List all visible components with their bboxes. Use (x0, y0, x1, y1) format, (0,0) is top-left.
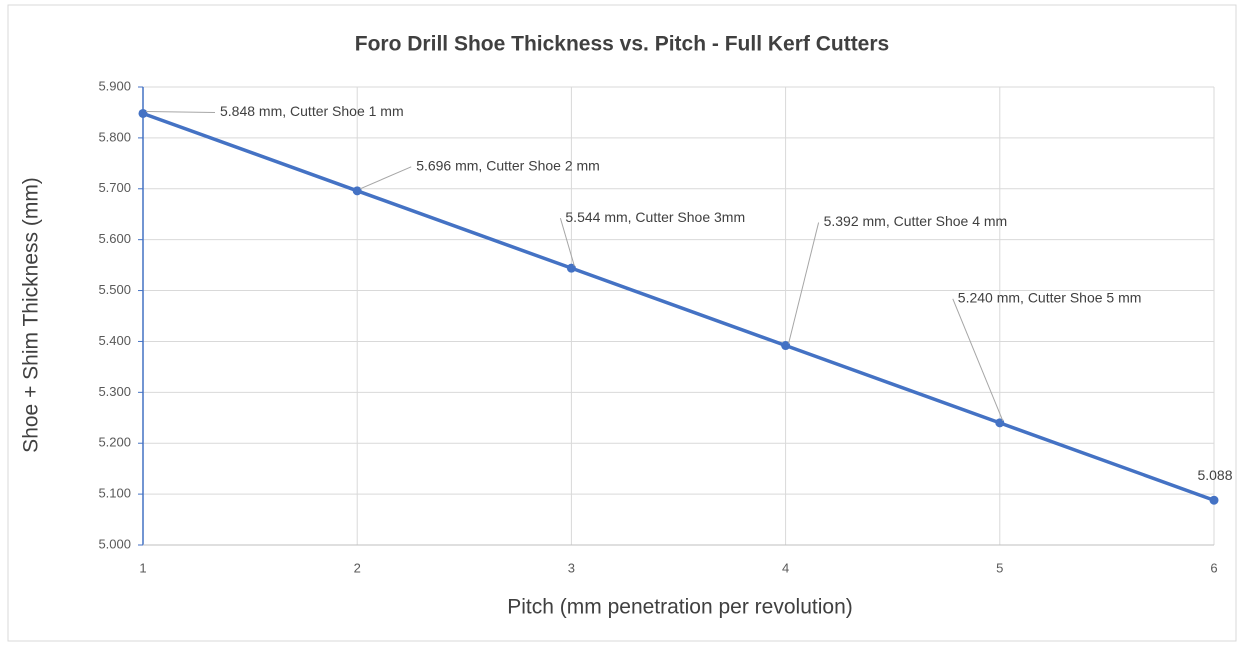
x-tick-label: 3 (568, 560, 575, 575)
marker (138, 108, 148, 118)
x-tick-label: 4 (782, 560, 789, 575)
y-tick-label: 5.300 (98, 384, 131, 399)
y-tick-label: 5.500 (98, 282, 131, 297)
chart-frame (7, 4, 1237, 642)
leader-line (145, 110, 216, 113)
leader-line (788, 222, 820, 344)
marker (566, 263, 576, 273)
leader-line (559, 218, 575, 267)
x-tick-label: 5 (996, 560, 1003, 575)
chart-title: Foro Drill Shoe Thickness vs. Pitch - Fu… (355, 33, 889, 56)
y-tick-label: 5.700 (98, 180, 131, 195)
y-tick-label: 5.900 (98, 78, 131, 93)
x-axis-title: Pitch (mm penetration per revolution) (507, 596, 853, 619)
x-tick-label: 1 (139, 560, 146, 575)
y-tick-label: 5.100 (98, 486, 131, 501)
y-tick-label: 5.200 (98, 435, 131, 450)
y-tick-label: 5.400 (98, 333, 131, 348)
data-label: 5.696 mm, Cutter Shoe 2 mm (416, 158, 600, 174)
data-label: 5.088 (1197, 467, 1232, 483)
data-label: 5.848 mm, Cutter Shoe 1 mm (220, 103, 404, 119)
data-label: 5.240 mm, Cutter Shoe 5 mm (958, 290, 1142, 306)
leader-line (360, 166, 412, 190)
y-axis-title: Shoe + Shim Thickness (mm) (20, 177, 43, 453)
y-tick-label: 5.600 (98, 231, 131, 246)
line (142, 111, 1215, 502)
y-tick-label: 5.000 (98, 536, 131, 551)
marker (995, 418, 1005, 428)
marker (352, 186, 362, 196)
marker (781, 341, 791, 351)
x-tick-label: 2 (354, 560, 361, 575)
data-label: 5.392 mm, Cutter Shoe 4 mm (824, 213, 1008, 229)
data-label: 5.544 mm, Cutter Shoe 3mm (565, 209, 745, 225)
y-tick-label: 5.800 (98, 129, 131, 144)
marker (1209, 495, 1219, 505)
leader-line (952, 298, 1004, 422)
x-tick-label: 6 (1210, 560, 1217, 575)
